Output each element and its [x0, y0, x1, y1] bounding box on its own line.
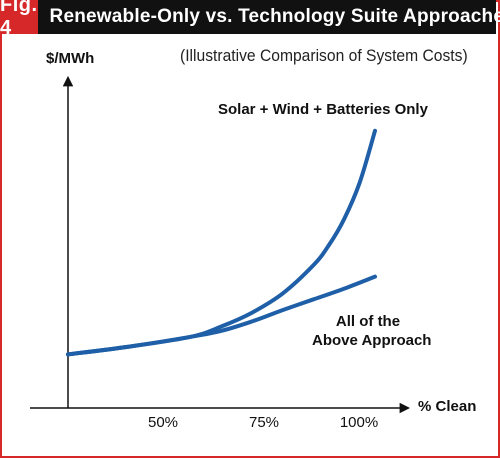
x-axis-label: % Clean — [418, 398, 477, 415]
x-tick-label-100: 100% — [339, 414, 379, 431]
series-label-all-of-the-above: All of the Above Approach — [312, 312, 431, 350]
x-tick-label-50: 50% — [147, 414, 179, 431]
y-axis-label: $/MWh — [46, 50, 95, 67]
figure-subtitle: (Illustrative Comparison of System Costs… — [180, 46, 468, 65]
series-layer — [66, 128, 377, 357]
figure-number: Fig. 4 — [0, 0, 38, 39]
x-tick-label-75: 75% — [248, 414, 280, 431]
figure-header: Fig. 4 Renewable-Only vs. Technology Sui… — [0, 0, 500, 39]
series-curve-all-of-the-above — [66, 274, 377, 357]
series-label-all-of-the-above-text: All of the Above Approach — [312, 313, 432, 349]
figure-title: Renewable-Only vs. Technology Suite Appr… — [49, 6, 500, 27]
series-label-renewable-only: Solar + Wind + Batteries Only — [218, 101, 428, 118]
series-curve-renewable-only — [66, 128, 377, 357]
